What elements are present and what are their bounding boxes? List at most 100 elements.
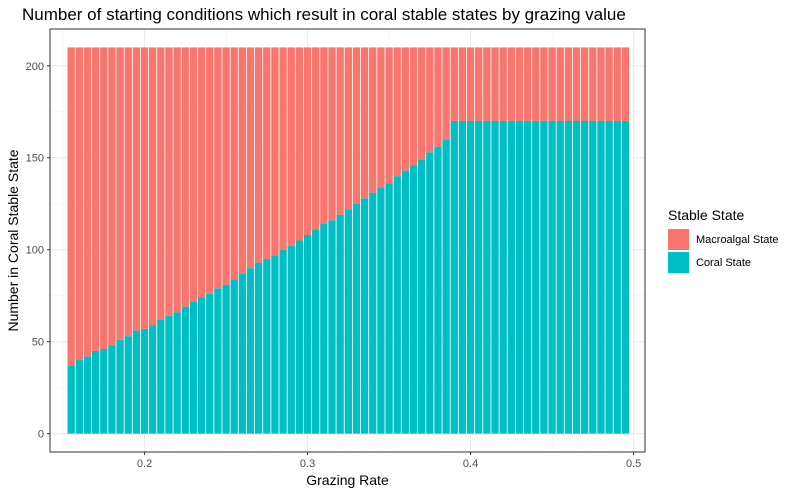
bar-coral (418, 159, 426, 434)
y-tick-label: 0 (38, 429, 44, 441)
bar-macroalgal (466, 47, 475, 121)
bar-macroalgal (442, 47, 450, 140)
bar-macroalgal (393, 47, 401, 177)
bar-macroalgal (263, 47, 271, 259)
bar-coral (523, 120, 532, 434)
bar-macroalgal (499, 47, 507, 121)
bar-coral (246, 268, 255, 434)
x-axis-title: Grazing Rate (306, 472, 389, 488)
bar-macroalgal (312, 47, 320, 230)
legend: Stable State Macroalgal State Coral Stat… (668, 207, 779, 274)
bar-coral (214, 288, 222, 434)
bar-macroalgal (100, 47, 108, 350)
bar-coral (515, 120, 524, 434)
bar-coral (450, 120, 458, 434)
legend-item-coral: Coral State (668, 251, 779, 274)
bar-macroalgal (605, 47, 613, 121)
y-tick-label: 150 (26, 153, 44, 165)
x-tick-label: 0.2 (137, 458, 152, 470)
bar-coral (149, 325, 157, 434)
bar-macroalgal (613, 47, 621, 121)
bar-coral (466, 120, 475, 434)
bar-macroalgal (344, 47, 352, 210)
bar-coral (206, 293, 214, 434)
bar-macroalgal (67, 47, 75, 366)
bar-coral (132, 330, 141, 434)
bar-macroalgal (621, 47, 630, 121)
x-tick-label: 0.5 (626, 458, 641, 470)
bar-coral (312, 229, 320, 434)
bar-coral (230, 279, 238, 434)
bar-coral (100, 349, 108, 434)
bar-macroalgal (206, 47, 214, 294)
bar-macroalgal (385, 47, 393, 184)
bar-coral (116, 339, 124, 434)
bar-macroalgal (328, 47, 336, 221)
bar-coral (75, 360, 84, 434)
bar-macroalgal (189, 47, 198, 302)
bar-coral (279, 249, 287, 434)
bar-coral (377, 187, 385, 434)
bar-macroalgal (581, 47, 589, 121)
bar-coral (197, 297, 206, 434)
legend-title: Stable State (668, 207, 745, 223)
bar-coral (83, 356, 92, 434)
bar-coral (165, 315, 173, 434)
plot-border (49, 28, 646, 453)
bar-coral (556, 120, 564, 434)
bar-macroalgal (523, 47, 532, 121)
bar-coral (621, 120, 630, 434)
bar-macroalgal (515, 47, 524, 121)
bar-macroalgal (246, 47, 255, 269)
bar-macroalgal (279, 47, 287, 250)
bar-coral (222, 284, 230, 434)
bar-macroalgal (197, 47, 206, 298)
bar-coral (352, 203, 361, 434)
bar-macroalgal (108, 47, 116, 346)
bar-macroalgal (556, 47, 564, 121)
bar-macroalgal (401, 47, 410, 171)
bar-coral (108, 345, 116, 434)
bar-macroalgal (491, 47, 499, 121)
bar-coral (67, 365, 75, 434)
bar-coral (581, 120, 589, 434)
y-tick-label: 200 (26, 61, 44, 73)
bar-coral (491, 120, 499, 434)
bar-macroalgal (222, 47, 230, 285)
bar-coral (442, 139, 450, 434)
bar-coral (140, 328, 149, 434)
legend-label-coral: Coral State (696, 256, 752, 269)
bar-macroalgal (295, 47, 304, 241)
bar-coral (189, 301, 198, 434)
bar-coral (320, 223, 328, 434)
bar-coral (532, 120, 540, 434)
bar-macroalgal (532, 47, 540, 121)
bar-coral (369, 192, 377, 434)
bar-macroalgal (271, 47, 279, 256)
bar-coral (344, 209, 352, 434)
bar-coral (254, 262, 263, 434)
bar-macroalgal (91, 47, 100, 351)
bar-macroalgal (287, 47, 295, 247)
bar-coral (409, 165, 418, 434)
bar-coral (181, 306, 189, 434)
bar-coral (434, 146, 442, 434)
bar-macroalgal (116, 47, 124, 340)
bar-coral (499, 120, 507, 434)
bar-macroalgal (540, 47, 548, 121)
bar-macroalgal (254, 47, 263, 263)
bar-coral (173, 312, 181, 434)
bar-coral (287, 246, 295, 434)
bar-macroalgal (409, 47, 418, 166)
bar-coral (393, 176, 401, 434)
bar-coral (157, 319, 165, 434)
bar-macroalgal (83, 47, 92, 357)
bar-coral (385, 183, 393, 434)
bar-macroalgal (157, 47, 165, 320)
bar-macroalgal (320, 47, 328, 224)
bar-coral (328, 220, 336, 434)
bar-coral (336, 214, 344, 434)
bar-coral (271, 255, 279, 434)
bar-coral (597, 120, 605, 434)
